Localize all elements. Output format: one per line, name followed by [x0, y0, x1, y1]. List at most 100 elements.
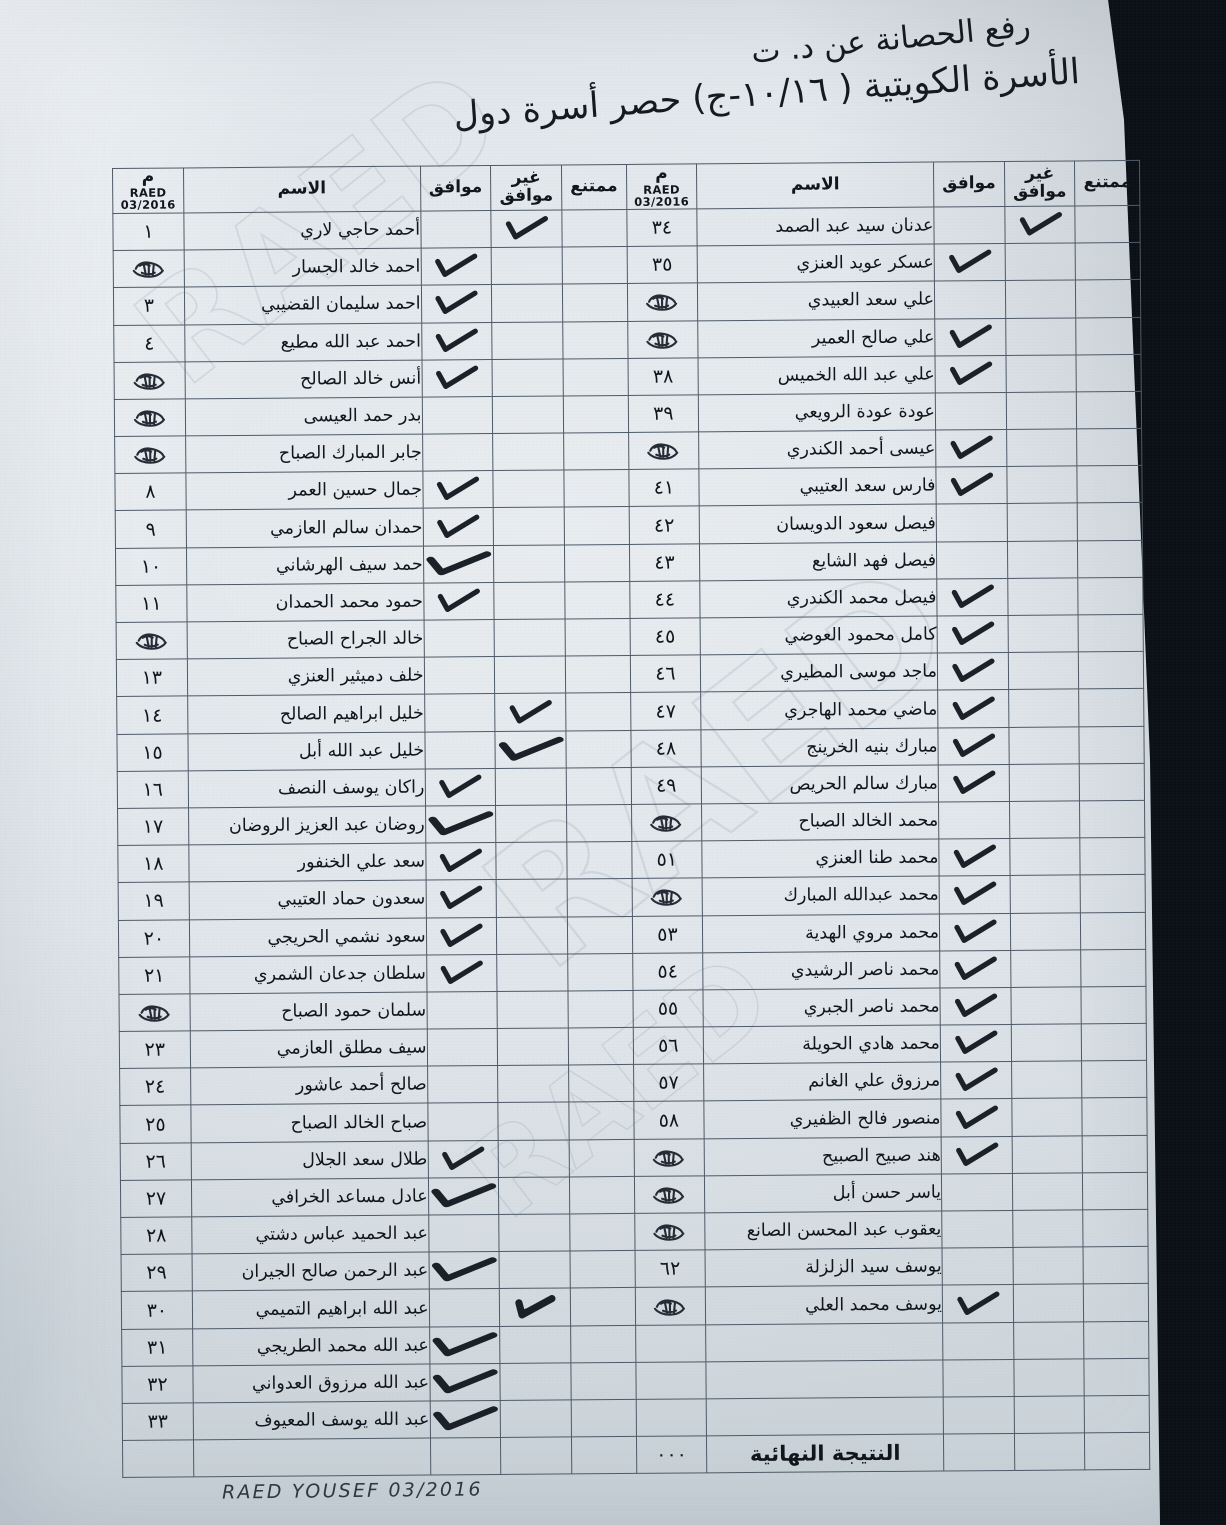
- cell-against-right[interactable]: [491, 284, 563, 323]
- cell-agree-right[interactable]: [427, 1065, 499, 1104]
- cell-agree-left[interactable]: [936, 578, 1008, 617]
- cell-agree-right[interactable]: [427, 1140, 499, 1178]
- cell-abstain-right[interactable]: [563, 395, 629, 434]
- cell-abstain-right[interactable]: [568, 1027, 634, 1066]
- cell-abstain-left[interactable]: [1084, 1320, 1149, 1359]
- cell-against-left[interactable]: [1012, 1247, 1084, 1285]
- cell-abstain-right[interactable]: [567, 990, 633, 1029]
- cell-abstain-right[interactable]: [562, 320, 628, 359]
- cell-abstain-left[interactable]: [1076, 316, 1141, 355]
- cell-against-right[interactable]: [499, 1325, 571, 1364]
- cell-abstain-right[interactable]: [565, 692, 631, 731]
- cell-abstain-right[interactable]: [569, 1139, 634, 1177]
- cell-abstain-left[interactable]: [1083, 1209, 1149, 1248]
- cell-agree-left[interactable]: [940, 1098, 1012, 1137]
- cell-agree-left[interactable]: [934, 280, 1006, 319]
- cell-against-right[interactable]: [494, 693, 566, 732]
- cell-agree-left[interactable]: [935, 392, 1007, 431]
- cell-against-right[interactable]: [498, 1176, 570, 1215]
- cell-abstain-left[interactable]: [1078, 651, 1144, 690]
- cell-agree-right[interactable]: [423, 582, 495, 621]
- cell-abstain-left[interactable]: [1076, 391, 1142, 430]
- cell-agree-left[interactable]: [942, 1322, 1014, 1360]
- cell-abstain-left[interactable]: [1082, 1135, 1148, 1173]
- cell-against-right[interactable]: [494, 581, 566, 620]
- cell-abstain-right[interactable]: [569, 1250, 635, 1289]
- cell-against-left[interactable]: [1007, 577, 1079, 616]
- cell-against-right[interactable]: [498, 1139, 570, 1178]
- cell-agree-right[interactable]: [427, 1102, 499, 1141]
- cell-against-right[interactable]: [496, 842, 568, 880]
- cell-abstain-right[interactable]: [569, 1213, 635, 1252]
- cell-against-left[interactable]: [1008, 726, 1080, 765]
- cell-abstain-right[interactable]: [562, 246, 627, 285]
- cell-abstain-left[interactable]: [1078, 577, 1144, 615]
- cell-against-left[interactable]: [1013, 1395, 1085, 1434]
- cell-agree-left[interactable]: [936, 541, 1008, 579]
- cell-against-left[interactable]: [1010, 949, 1082, 988]
- cell-against-left[interactable]: [1006, 503, 1078, 542]
- cell-abstain-right[interactable]: [565, 618, 630, 657]
- cell-agree-right[interactable]: [426, 954, 498, 992]
- cell-against-left[interactable]: [1011, 1061, 1083, 1099]
- cell-agree-left[interactable]: [942, 1247, 1014, 1286]
- cell-abstain-right[interactable]: [569, 1176, 635, 1214]
- cell-agree-right[interactable]: [420, 210, 492, 249]
- cell-agree-left[interactable]: [936, 503, 1008, 542]
- cell-abstain-left[interactable]: [1083, 1246, 1149, 1285]
- cell-against-right[interactable]: [494, 656, 566, 694]
- cell-against-right[interactable]: [496, 953, 568, 992]
- cell-abstain-left[interactable]: [1077, 465, 1143, 504]
- cell-abstain-right[interactable]: [566, 804, 632, 843]
- cell-abstain-left[interactable]: [1077, 540, 1143, 578]
- cell-abstain-right[interactable]: [566, 767, 632, 805]
- cell-against-right[interactable]: [491, 247, 563, 285]
- cell-agree-right[interactable]: [424, 768, 496, 807]
- cell-against-left[interactable]: [1010, 912, 1082, 951]
- cell-against-right[interactable]: [500, 1362, 572, 1401]
- cell-against-left[interactable]: [1011, 1135, 1083, 1174]
- cell-against-left[interactable]: [1010, 1024, 1082, 1062]
- cell-agree-left[interactable]: [937, 727, 1009, 765]
- cell-abstain-left[interactable]: [1082, 1097, 1148, 1136]
- cell-agree-right[interactable]: [423, 656, 495, 695]
- cell-agree-left[interactable]: [940, 1024, 1012, 1063]
- cell-agree-left[interactable]: [935, 466, 1007, 505]
- cell-agree-right[interactable]: [427, 1177, 499, 1216]
- cell-agree-left[interactable]: [934, 318, 1006, 356]
- cell-abstain-left[interactable]: [1081, 949, 1146, 987]
- cell-against-left[interactable]: [1009, 875, 1081, 914]
- cell-agree-right[interactable]: [423, 619, 495, 658]
- cell-abstain-left[interactable]: [1081, 986, 1147, 1025]
- cell-against-left[interactable]: [1006, 429, 1078, 467]
- cell-against-right[interactable]: [499, 1251, 571, 1289]
- cell-abstain-left[interactable]: [1077, 428, 1142, 467]
- cell-abstain-left[interactable]: [1079, 800, 1145, 839]
- cell-against-right[interactable]: [498, 1213, 570, 1252]
- cell-abstain-left[interactable]: [1076, 354, 1142, 392]
- cell-agree-right[interactable]: [425, 879, 497, 918]
- cell-agree-left[interactable]: [935, 429, 1007, 468]
- cell-against-right[interactable]: [492, 395, 564, 434]
- cell-against-left[interactable]: [1007, 614, 1079, 653]
- cell-abstain-right[interactable]: [562, 358, 628, 396]
- cell-abstain-right[interactable]: [568, 1064, 634, 1103]
- cell-abstain-right[interactable]: [570, 1362, 636, 1400]
- cell-agree-right[interactable]: [424, 731, 496, 769]
- cell-agree-left[interactable]: [940, 1061, 1012, 1100]
- cell-agree-left[interactable]: [941, 1210, 1013, 1249]
- cell-abstain-right[interactable]: [564, 544, 630, 582]
- cell-agree-left[interactable]: [941, 1173, 1013, 1212]
- cell-against-left[interactable]: [1007, 540, 1079, 579]
- cell-agree-right[interactable]: [429, 1363, 501, 1402]
- cell-abstain-right[interactable]: [564, 506, 630, 545]
- cell-agree-right[interactable]: [426, 991, 498, 1030]
- cell-abstain-left[interactable]: [1083, 1283, 1149, 1322]
- cell-against-right[interactable]: [499, 1288, 571, 1327]
- cell-against-left[interactable]: [1010, 986, 1082, 1025]
- cell-against-left[interactable]: [1008, 652, 1080, 690]
- cell-agree-left[interactable]: [937, 689, 1009, 728]
- cell-against-left[interactable]: [1013, 1284, 1085, 1323]
- cell-abstain-right[interactable]: [567, 953, 633, 991]
- cell-abstain-right[interactable]: [566, 841, 632, 880]
